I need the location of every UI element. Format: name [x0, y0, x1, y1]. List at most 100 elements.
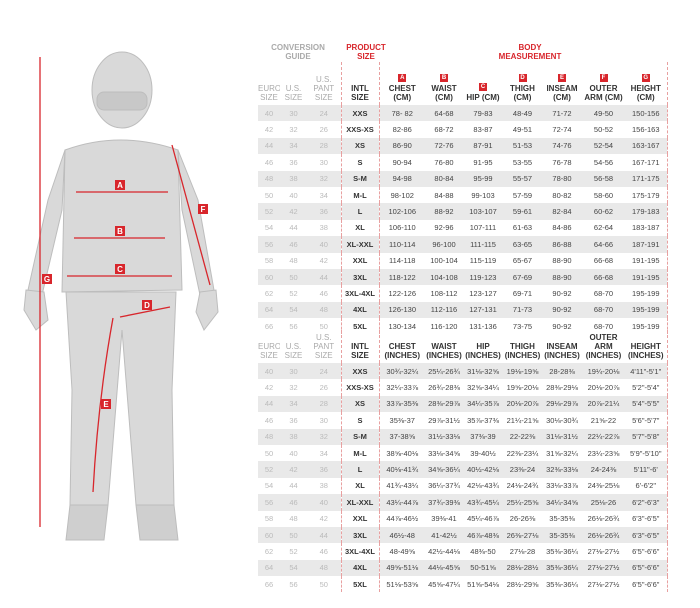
- measurement-cell: 46⅞-48⅜: [463, 526, 503, 544]
- header-label: EURO SIZE: [258, 84, 280, 102]
- measurement-cell: 6'3"-6'5": [625, 510, 668, 527]
- conversion-cell: 54: [264, 223, 274, 233]
- header-row: EURO SIZE U.S. SIZE U.S. PANT SIZE INTL SIZ…: [258, 330, 668, 363]
- measurement-cell: 65-67: [512, 256, 533, 266]
- label-badge-f: [198, 204, 208, 214]
- measurement-cell: 82-84: [542, 203, 582, 220]
- intl-size-cell: S-M: [340, 428, 380, 445]
- left-glove: [23, 289, 49, 331]
- measurement-cell: 48⅜-50: [470, 546, 496, 556]
- measurement-cell: 49-50: [582, 105, 625, 122]
- measurement-cell: 37-38⅝: [379, 428, 425, 445]
- conversion-cell: 64: [258, 559, 280, 577]
- measurement-letter-badge: C: [479, 83, 487, 91]
- measurement-cell: 130-134: [388, 321, 417, 331]
- measurement-cell: 63-65: [503, 236, 542, 253]
- measurement-header: HIP (INCHES): [463, 330, 503, 363]
- measurement-cell: 40½-42⅛: [463, 461, 503, 478]
- header-label: WAIST (INCHES): [426, 342, 462, 360]
- left-arm: [27, 149, 66, 296]
- header-label: HIP (CM): [466, 93, 500, 102]
- conversion-cell: 24: [307, 105, 341, 122]
- measurement-cell: 27⅛-27½: [587, 546, 620, 556]
- measurement-cell: 108-112: [430, 288, 458, 298]
- measurement-cell: 51-53: [503, 137, 542, 155]
- measurement-cell: 39-40½: [470, 448, 496, 458]
- header-label: THIGH (CM): [510, 84, 535, 102]
- measurement-cell: 26⅛-26¾: [587, 514, 620, 524]
- measurement-cell: 5'9"-5'10": [625, 444, 668, 462]
- measurement-cell: 35⅜-36¼: [546, 579, 578, 589]
- conversion-header: U.S. PANT SIZE: [307, 330, 341, 363]
- label-badge-c: [115, 264, 125, 274]
- conversion-cell: 46: [280, 494, 307, 511]
- measurement-cell: 74-76: [542, 137, 582, 155]
- conversion-cell: 42: [319, 514, 328, 524]
- conversion-cell: 32: [307, 170, 341, 187]
- measurement-cell: 22¼-22⅞: [582, 428, 625, 445]
- measurement-cell: 34¼-34⅝: [542, 494, 582, 511]
- conversion-cell: 54: [280, 559, 307, 577]
- measurement-cell: 6'5"-6'6": [625, 543, 668, 560]
- measurement-cell: 35-35⅜: [542, 526, 582, 544]
- measurement-cell: 41¾-43¼: [386, 481, 419, 491]
- conversion-header: U.S. PANT SIZE: [307, 62, 341, 105]
- body-measurement-title: BODY MEASUREMENT: [498, 43, 562, 61]
- conversion-cell: 26: [319, 383, 328, 393]
- conversion-cell: 36: [307, 203, 341, 220]
- table-row: 66 56 50 5XL 51⅛-53⅝ 45⅝-47¼ 51⅝-54⅛ 28½-29⅝ 35⅜…: [258, 576, 668, 593]
- intl-size-cell: XXS-XS: [340, 121, 380, 138]
- measurement-cell: 50-51⅝: [463, 559, 503, 577]
- conversion-cell: 44: [289, 481, 298, 491]
- measurement-header: THIGH (INCHES): [503, 330, 542, 363]
- measurement-cell: 179-183: [625, 203, 668, 220]
- measurement-cell: 52-54: [582, 137, 625, 155]
- measurement-letter-badge: G: [641, 74, 650, 82]
- measurement-cell: 61-63: [512, 223, 533, 233]
- table-row: 46 36 30 S 35⅜-37 29⅞-31½ 35⅞-37⅜ 21¼-21⅝ 30⅛-30…: [258, 412, 668, 429]
- intl-size-cell: XXS-XS: [340, 379, 380, 396]
- conversion-cell: 50: [319, 321, 328, 331]
- table-row: 52 42 36 L 102-106 88-92 103-107 59-61 82-84 60-6…: [258, 203, 668, 220]
- measurement-cell: 35⅜-36¼: [546, 546, 578, 556]
- measurement-cell: 23⅜-24: [503, 461, 542, 478]
- measurement-cell: 48-49⅝: [389, 546, 415, 556]
- measurement-cell: 6'3"-6'5": [625, 526, 668, 544]
- header-label: WAIST (CM): [431, 84, 457, 102]
- measurement-cell: 35⅞-37⅜: [467, 415, 499, 425]
- measurement-cell: 72-74: [552, 125, 572, 135]
- measurement-cell: 73-75: [512, 321, 533, 331]
- measurement-header: A CHEST (CM): [379, 62, 425, 105]
- intl-size-cell: M-L: [340, 186, 380, 204]
- conversion-cell: 30: [319, 157, 328, 167]
- measurement-cell: 5'6"-5'7": [625, 412, 668, 429]
- measurement-cell: 28½-29⅝: [506, 579, 539, 589]
- intl-size-cell: XL-XXL: [340, 494, 380, 511]
- measurement-cell: 25¼-25⅝: [503, 494, 542, 511]
- intl-size-cell: S: [340, 154, 380, 171]
- measurement-cell: 28-28⅜: [542, 363, 582, 380]
- measurement-cell: 80-84: [425, 170, 463, 187]
- header-label: THIGH (INCHES): [504, 342, 541, 360]
- conversion-cell: 34: [319, 190, 328, 200]
- label-badge-b: [115, 226, 125, 236]
- label-badge-e: [101, 399, 111, 409]
- measurement-cell: 6'2"-6'3": [625, 494, 668, 511]
- measurement-cell: 79-83: [463, 105, 503, 122]
- table-row: 60 50 44 3XL 118-122 104-108 119-123 67-69 88-90…: [258, 268, 668, 286]
- measurement-cell: 183-187: [625, 219, 668, 237]
- conversion-cell: 24: [307, 363, 341, 380]
- conversion-cell: 44: [307, 268, 341, 286]
- conversion-cell: 52: [289, 546, 298, 556]
- header-label: HEIGHT (CM): [630, 84, 661, 102]
- measurement-cell: 32⅝-34¼: [467, 383, 499, 393]
- conversion-cell: 58: [264, 514, 274, 524]
- measurement-cell: 36¼-37¾: [428, 481, 460, 491]
- measurement-cell: 29⅞-31½: [428, 415, 460, 425]
- measurement-cell: 98-102: [390, 190, 414, 200]
- left-boot: [65, 504, 109, 541]
- conversion-cell: 36: [289, 415, 298, 425]
- conversion-cell: 60: [258, 526, 280, 544]
- conversion-cell: 52: [258, 203, 280, 220]
- table-row: 48 38 32 S-M 94-98 80-84 95-99 55-57 78-80 56-58 1…: [258, 170, 668, 187]
